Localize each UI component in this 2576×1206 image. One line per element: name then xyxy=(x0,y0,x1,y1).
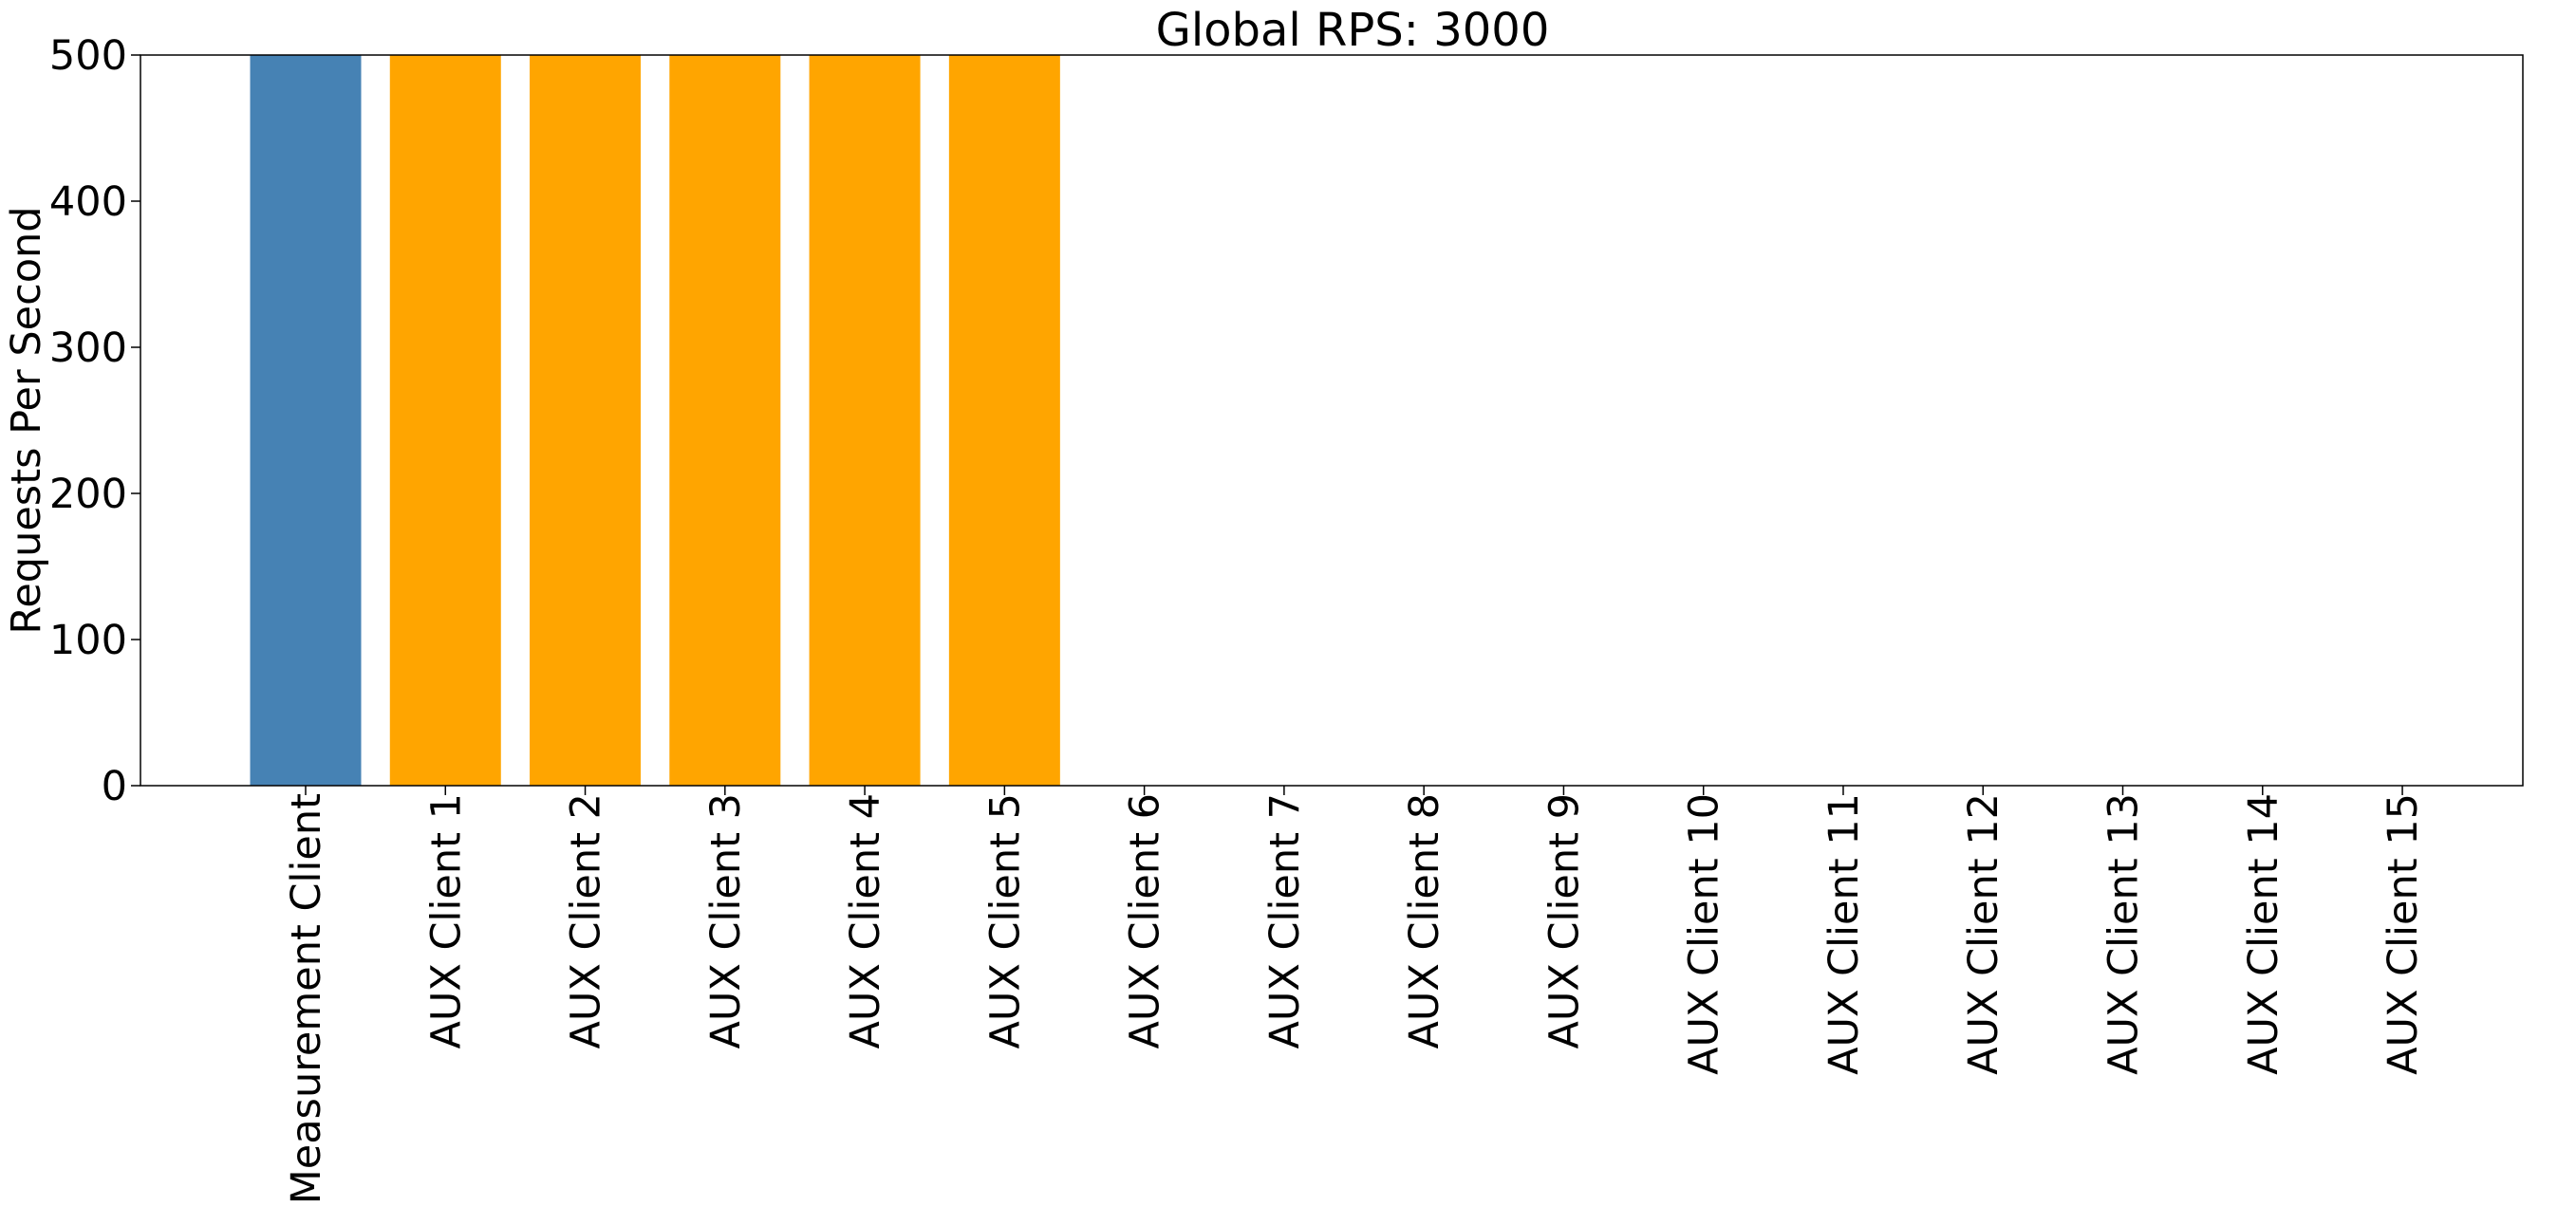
y-tick-label: 200 xyxy=(49,471,127,518)
bars-layer xyxy=(250,55,1060,786)
bar-aux-client-3 xyxy=(669,55,781,786)
x-tick-label: AUX Client 6 xyxy=(1122,793,1169,1049)
x-tick-label: Measurement Client xyxy=(283,793,330,1202)
x-tick-label: AUX Client 10 xyxy=(1681,793,1728,1075)
y-axis-label: Requests Per Second xyxy=(3,206,50,634)
bar-measurement-client xyxy=(250,55,362,786)
x-tick-label: AUX Client 12 xyxy=(1960,793,2007,1075)
x-tick-label: AUX Client 11 xyxy=(1820,793,1868,1075)
chart-title: Global RPS: 3000 xyxy=(1156,4,1550,57)
bar-aux-client-5 xyxy=(948,55,1060,786)
x-tick-label: AUX Client 1 xyxy=(422,793,470,1049)
x-tick-label: AUX Client 9 xyxy=(1540,793,1588,1049)
x-tick-label: AUX Client 7 xyxy=(1261,793,1309,1049)
x-tick-label: AUX Client 5 xyxy=(981,793,1029,1049)
plot-frame xyxy=(140,54,2524,787)
x-tick-label: AUX Client 13 xyxy=(2100,793,2148,1075)
y-tick-label: 300 xyxy=(49,325,127,372)
bar-aux-client-4 xyxy=(809,55,921,786)
x-tick-label: AUX Client 14 xyxy=(2240,793,2287,1075)
ticks-layer: Measurement Client AUX Client 1 AUX Client… xyxy=(49,32,2427,1204)
y-tick-label: 0 xyxy=(102,763,127,810)
y-tick-label: 100 xyxy=(49,617,127,664)
y-tick-label: 500 xyxy=(49,32,127,80)
bar-aux-client-2 xyxy=(530,55,642,786)
y-tick-label: 400 xyxy=(49,178,127,226)
x-tick-label: AUX Client 3 xyxy=(702,793,750,1049)
bar-aux-client-1 xyxy=(389,55,501,786)
x-tick-label: AUX Client 8 xyxy=(1401,793,1448,1049)
x-tick-label: AUX Client 2 xyxy=(563,793,610,1049)
x-tick-label: AUX Client 4 xyxy=(842,793,889,1049)
x-tick-label: AUX Client 15 xyxy=(2380,793,2427,1075)
